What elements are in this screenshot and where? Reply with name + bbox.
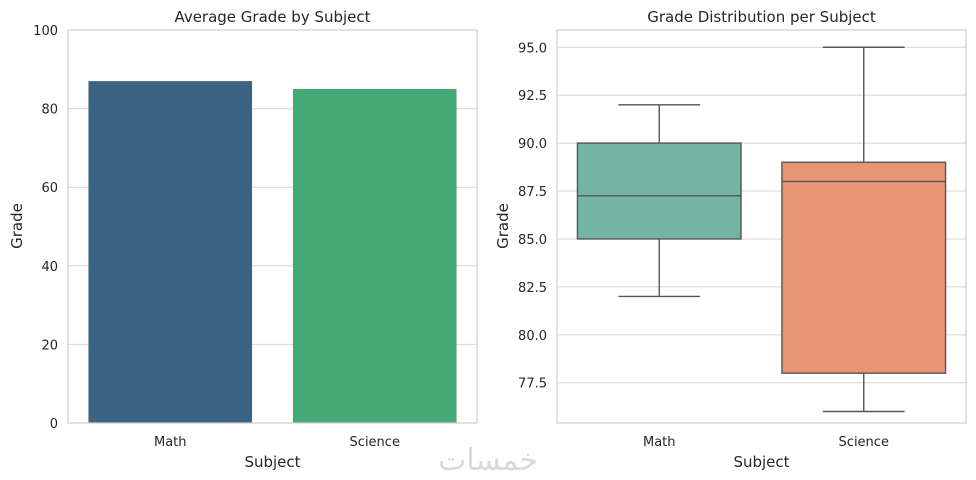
box-chart-frame	[556, 29, 967, 424]
box-chart-panel: 77.5 80.0 82.5 85.0 87.5 90.0 92.5 95.0 Math Sci…	[494, 8, 967, 471]
box-chart-y-tick-label: 95.0	[518, 41, 547, 56]
box-chart-y-tick-label: 87.5	[518, 185, 547, 200]
bar-chart-frame	[67, 29, 478, 424]
box-math-iqr	[576, 142, 742, 240]
box-chart-y-tick-label: 80.0	[518, 329, 547, 344]
bar-chart-y-tick-label: 80	[41, 103, 58, 118]
bar-math	[88, 81, 253, 423]
bar-chart-y-tick-label: 100	[33, 24, 58, 39]
bar-chart-title: Average Grade by Subject	[174, 8, 370, 26]
box-science-iqr	[781, 161, 947, 374]
bar-chart-y-tick-label: 20	[41, 338, 58, 353]
bar-chart-bars	[88, 81, 457, 423]
bar-chart-y-tick-label: 60	[41, 181, 58, 196]
bar-chart-panel: 0 20 40 60 80 100 Math Science Average Grade b…	[8, 8, 478, 471]
bar-chart-y-label: Grade	[8, 203, 26, 249]
bar-chart-y-ticks: 0 20 40 60 80 100	[33, 24, 58, 432]
box-chart-y-tick-label: 90.0	[518, 137, 547, 152]
bar-chart-x-tick-label: Math	[154, 435, 187, 450]
box-chart-y-tick-label: 92.5	[518, 89, 547, 104]
box-chart-y-ticks: 77.5 80.0 82.5 85.0 87.5 90.0 92.5 95.0	[518, 41, 547, 391]
watermark-text: خمسات	[438, 443, 538, 478]
box-chart-boxes	[576, 46, 947, 413]
box-chart-title: Grade Distribution per Subject	[647, 8, 876, 26]
box-chart-y-label: Grade	[494, 203, 512, 249]
box-chart-y-tick-label: 85.0	[518, 233, 547, 248]
box-chart-x-tick-label: Math	[643, 435, 676, 450]
box-chart-y-tick-label: 82.5	[518, 281, 547, 296]
box-chart-y-tick-label: 77.5	[518, 377, 547, 392]
bar-chart-y-tick-label: 40	[41, 260, 58, 275]
bar-chart-x-ticks: Math Science	[154, 435, 400, 450]
box-chart-x-tick-label: Science	[839, 435, 889, 450]
box-chart-x-ticks: Math Science	[643, 435, 889, 450]
bar-chart-x-tick-label: Science	[350, 435, 400, 450]
box-chart-x-label: Subject	[733, 453, 789, 471]
bar-chart-x-label: Subject	[244, 453, 300, 471]
bar-chart-y-tick-label: 0	[50, 417, 58, 432]
bar-science	[292, 88, 457, 423]
